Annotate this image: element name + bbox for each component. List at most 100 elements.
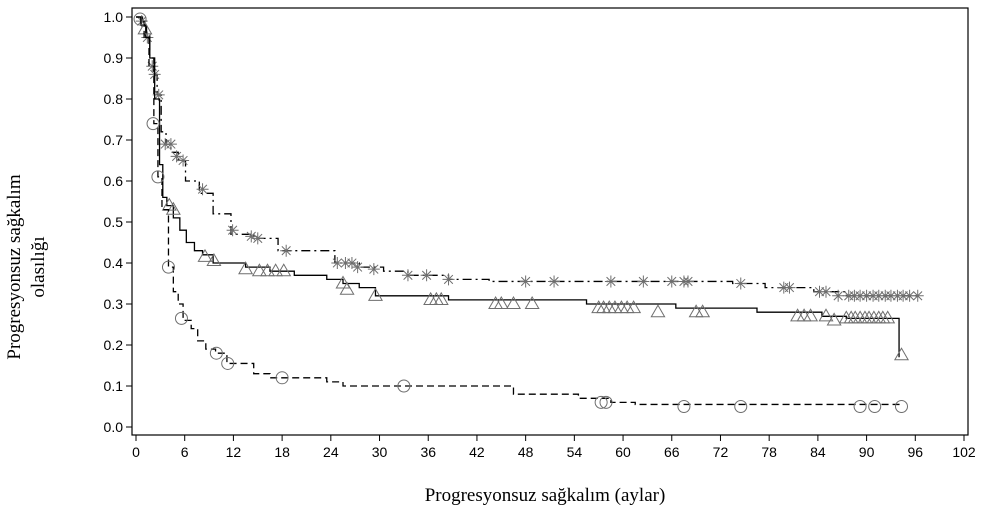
censor-marker-triangle — [335, 275, 351, 289]
x-axis-title: Progresyonsuz sağkalım (aylar) — [425, 485, 666, 506]
x-tick-label: 0 — [132, 444, 140, 460]
censor-marker-triangle — [251, 263, 267, 277]
censor-marker-asterisk — [813, 285, 826, 298]
x-axis: 0 6 12 18 24 30 36 42 48 54 60 66 72 78 84 90 96 102 — [132, 435, 976, 460]
x-tick-label: 48 — [518, 444, 534, 460]
censor-marker-asterisk — [245, 230, 258, 243]
x-tick-label: 60 — [615, 444, 631, 460]
censor-marker-circle — [853, 400, 867, 413]
censor-marker-asterisk — [872, 289, 885, 302]
censor-marker-asterisk — [854, 289, 867, 302]
censor-marker-asterisk — [442, 273, 455, 286]
censor-marker-asterisk — [345, 257, 358, 269]
x-tick-label: 72 — [713, 444, 729, 460]
x-tick-label: 84 — [810, 444, 826, 460]
censor-marker-asterisk — [135, 15, 148, 28]
y-tick-label: 0.9 — [104, 50, 124, 66]
x-tick-label: 42 — [469, 444, 485, 460]
censor-marker-asterisk — [146, 60, 159, 73]
censor-marker-circle — [209, 346, 223, 360]
censor-marker-triangle — [137, 21, 153, 35]
censor-marker-triangle — [695, 304, 711, 318]
censor-marker-circle — [221, 356, 235, 370]
y-tick-label: 0.8 — [104, 91, 124, 107]
series-layer — [133, 12, 924, 413]
censor-marker-asterisk — [339, 257, 352, 269]
censor-marker-triangle — [206, 252, 222, 266]
censor-marker-asterisk — [519, 275, 532, 288]
censor-marker-asterisk — [637, 275, 650, 288]
x-tick-label: 36 — [420, 444, 436, 460]
censor-marker-circle — [275, 371, 289, 385]
censor-marker-asterisk — [331, 257, 344, 269]
censor-marker-asterisk — [604, 275, 617, 288]
x-tick-label: 6 — [181, 444, 189, 460]
x-tick-label: 12 — [226, 444, 242, 460]
censor-marker-circle — [133, 12, 147, 26]
censor-marker-asterisk — [665, 275, 678, 288]
y-tick-label: 0.7 — [104, 132, 124, 148]
censor-marker-triangle — [259, 263, 276, 277]
censor-marker-circle — [677, 400, 691, 413]
plot-area — [131, 7, 969, 436]
censor-marker-triangle — [524, 295, 540, 310]
censor-marker-asterisk — [226, 224, 239, 237]
censor-marker-asterisk — [196, 183, 209, 196]
censor-marker-triangle — [197, 248, 213, 262]
censor-marker-circle — [734, 400, 748, 413]
censor-marker-triangle — [650, 304, 666, 318]
x-tick-label: 24 — [323, 444, 339, 460]
x-tick-label: 96 — [908, 444, 924, 460]
y-axis: 0.0 0.1 0.2 0.3 0.4 0.5 0.6 0.7 0.8 0.9 1.0 — [104, 9, 132, 435]
censor-marker-circle — [161, 260, 175, 274]
y-tick-label: 1.0 — [104, 9, 124, 25]
censor-marker-triangle — [505, 295, 521, 310]
x-tick-label: 90 — [859, 444, 875, 460]
y-tick-label: 0.6 — [104, 173, 124, 189]
censor-marker-asterisk — [170, 150, 183, 163]
series-2 — [136, 16, 910, 361]
censor-marker-asterisk — [401, 269, 414, 282]
x-tick-label: 30 — [372, 444, 388, 460]
y-tick-label: 0.0 — [104, 419, 124, 435]
censor-marker-asterisk — [820, 285, 832, 298]
censor-marker-circle — [894, 400, 908, 413]
censor-marker-circle — [146, 117, 160, 131]
x-tick-label: 78 — [761, 444, 777, 460]
censor-marker-asterisk — [152, 88, 165, 101]
censor-marker-asterisk — [911, 289, 924, 302]
censor-marker-circle — [151, 170, 165, 184]
censor-marker-circle — [594, 395, 608, 409]
x-tick-label: 66 — [664, 444, 680, 460]
censor-marker-asterisk — [164, 138, 177, 151]
censor-marker-triangle — [626, 300, 642, 314]
series-3-line — [136, 16, 904, 406]
censor-marker-asterisk — [832, 289, 845, 302]
censor-marker-asterisk — [734, 277, 747, 290]
censor-marker-triangle — [367, 287, 383, 301]
censor-marker-triangle — [493, 295, 509, 310]
censor-marker-circle — [868, 400, 882, 413]
y-tick-label: 0.5 — [104, 214, 124, 230]
censor-marker-triangle — [826, 312, 842, 326]
censor-marker-circle — [397, 379, 411, 393]
censor-marker-asterisk — [420, 269, 433, 282]
censor-marker-asterisk — [682, 275, 694, 288]
censor-marker-asterisk — [783, 281, 796, 294]
series-1 — [135, 15, 924, 302]
series-3 — [133, 12, 908, 413]
censor-marker-triangle — [818, 308, 834, 322]
y-tick-label: 0.2 — [104, 337, 124, 353]
x-tick-label: 18 — [274, 444, 290, 460]
censor-marker-asterisk — [251, 232, 264, 245]
censor-marker-triangle — [268, 263, 284, 277]
censor-marker-triangle — [276, 263, 292, 277]
x-tick-label: 54 — [567, 444, 583, 460]
censor-marker-circle — [599, 395, 613, 409]
censor-marker-triangle — [238, 261, 254, 275]
y-tick-label: 0.3 — [104, 296, 124, 312]
y-axis-title-line1: Progresyonsuz sağkalım — [4, 174, 25, 359]
censor-marker-asterisk — [548, 275, 561, 288]
